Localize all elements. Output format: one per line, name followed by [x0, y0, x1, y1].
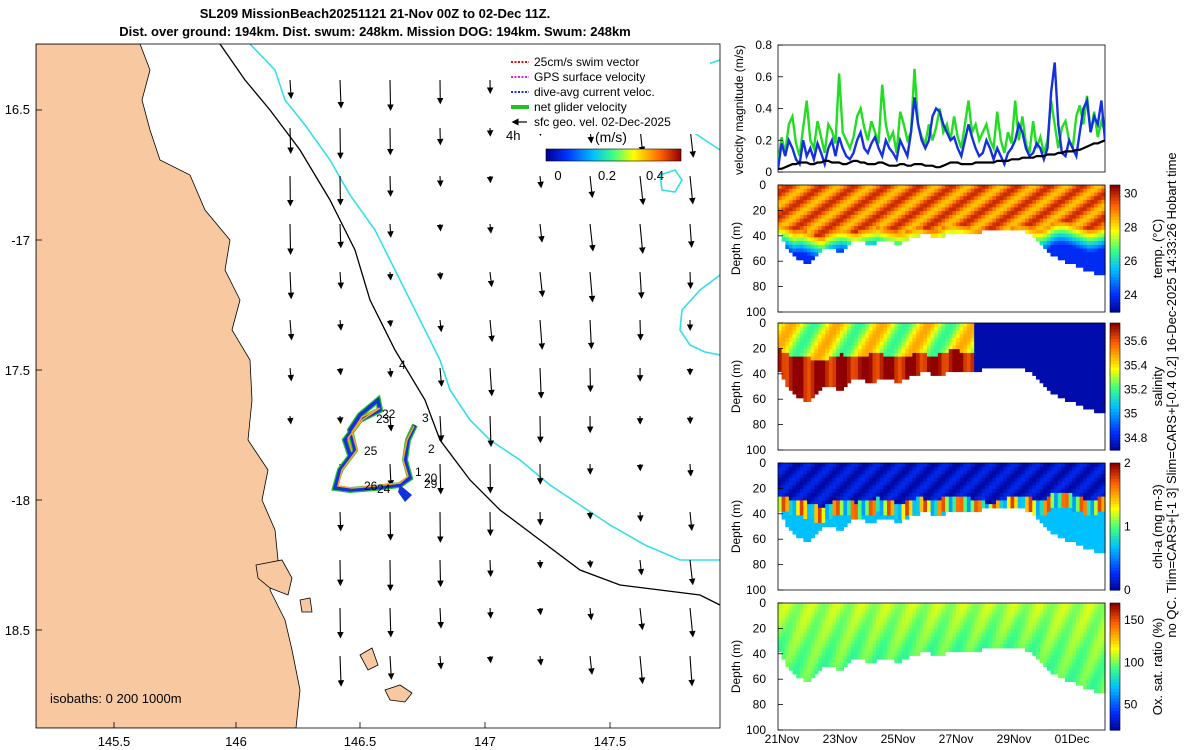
- velocity-arrow: [287, 223, 294, 255]
- isobath-label: isobaths: 0 200 1000m: [50, 691, 182, 706]
- velocity-arrow: [437, 463, 444, 495]
- velocity-arrow: [637, 319, 644, 341]
- velocity-arrow: [387, 79, 394, 111]
- velocity-arrow: [687, 463, 694, 477]
- velocity-arrow: [337, 319, 344, 331]
- legend-label: dive-avg current veloc.: [534, 85, 655, 99]
- day-label: 3: [422, 411, 429, 425]
- velocity-arrow: [337, 223, 344, 249]
- time-label: 4h: [506, 128, 520, 143]
- velocity-arrow: [286, 415, 294, 425]
- map-y-tick: -18: [11, 493, 30, 508]
- day-label: 26: [364, 479, 378, 493]
- colorbar-tick: 0.2: [598, 168, 616, 183]
- velocity-arrow: [387, 607, 394, 638]
- day-label: 24: [377, 482, 391, 496]
- day-label: 25: [364, 444, 378, 458]
- velocity-arrow: [387, 367, 394, 378]
- isobath-marker: 4: [399, 358, 406, 372]
- velocity-arrow: [437, 559, 444, 588]
- map-x-tick: 145.5: [98, 734, 131, 749]
- velocity-arrow: [337, 511, 344, 532]
- map-x-tick: 146.5: [344, 734, 377, 749]
- map-y-tick: 16.5: [5, 102, 30, 117]
- legend-label: GPS surface velocity: [534, 70, 645, 84]
- velocity-arrow: [487, 607, 494, 619]
- legend-label: sfc geo. vel. 02-Dec-2025: [534, 115, 671, 129]
- day-label: 29: [424, 477, 438, 491]
- map-x-tick: 147: [474, 734, 496, 749]
- velocity-arrow: [636, 511, 644, 522]
- map-x-tick: 147.5: [594, 734, 627, 749]
- map-y-tick: 17.5: [5, 363, 30, 378]
- velocity-arrow: [287, 127, 294, 154]
- map-legend: 25cm/s swim vector GPS surface velocity …: [505, 54, 710, 134]
- velocity-arrow: [487, 559, 494, 578]
- day-label: 2: [428, 442, 435, 456]
- legend-label: net glider velocity: [534, 100, 627, 114]
- colorbar-tick: 0.4: [646, 168, 664, 183]
- colorbar-tick: 0: [554, 168, 561, 183]
- velocity-arrow: [537, 655, 544, 666]
- map-y-tick: -17: [11, 233, 30, 248]
- map-y-tick: 18.5: [5, 623, 30, 638]
- speed-colorbar: [545, 148, 682, 162]
- island: [299, 597, 313, 613]
- legend-label: 25cm/s swim vector: [534, 55, 639, 69]
- velocity-arrow: [487, 223, 494, 234]
- velocity-arrow: [387, 223, 394, 238]
- colorbar-units: (m/s): [595, 129, 627, 145]
- day-label: 23: [376, 412, 390, 426]
- velocity-arrow: [687, 271, 694, 290]
- day-label: 1: [415, 465, 422, 479]
- map-x-tick: 146: [225, 734, 247, 749]
- velocity-arrow: [436, 271, 444, 280]
